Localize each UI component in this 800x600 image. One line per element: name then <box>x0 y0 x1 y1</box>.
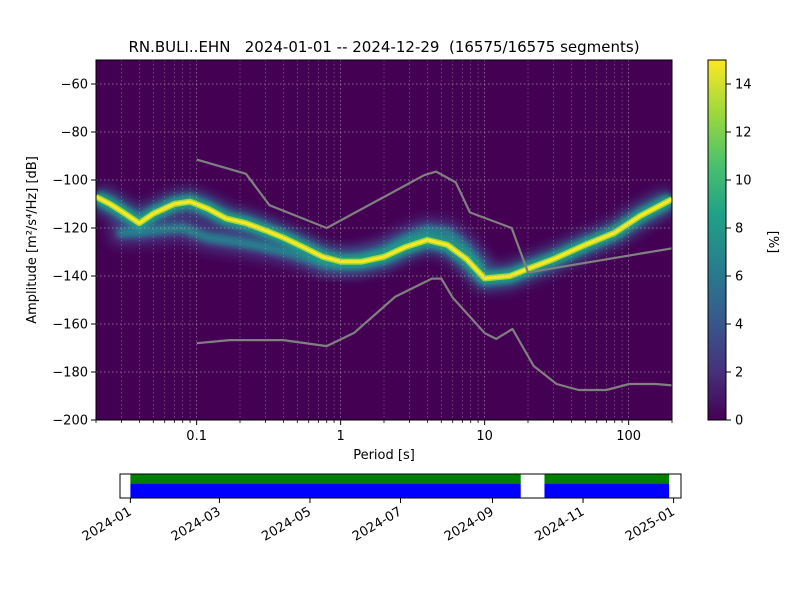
colorbar-tick-label: 14 <box>735 78 752 93</box>
date-tick-label: 2024-09 <box>442 504 497 544</box>
colorbar-tick-label: 2 <box>735 366 743 381</box>
colorbar-tick-label: 4 <box>735 318 743 333</box>
date-tick-label: 2025-01 <box>623 504 678 544</box>
colorbar-tick-label: 6 <box>735 270 743 285</box>
colorbar-tick-label: 0 <box>735 414 743 429</box>
y-tick-label: −80 <box>61 126 88 141</box>
ridge-density-peak <box>96 195 672 280</box>
plot-area: 0.1 1 10 100 −60 −80 −100 −120 −140 −160 −180 −200… <box>25 59 673 463</box>
y-tick-label: −160 <box>52 318 88 333</box>
grid-lines <box>96 60 672 420</box>
noise-model-layer <box>196 158 672 392</box>
coverage-panel: 2024-01 2024-03 2024-05 2024-07 2024-09 2024-… <box>80 473 682 545</box>
coverage-processed-segment <box>544 474 670 484</box>
colorbar-tick-label: 10 <box>735 174 752 189</box>
coverage-segments <box>130 474 670 498</box>
chart-title: RN.BULI..EHN 2024-01-01 -- 2024-12-29 (1… <box>128 38 639 56</box>
y-axis: −60 −80 −100 −120 −140 −160 −180 −200 <box>52 78 96 429</box>
y-tick-label: −140 <box>52 270 88 285</box>
y-tick-label: −180 <box>52 366 88 381</box>
coverage-data-segment <box>544 483 670 498</box>
y-axis-label: Amplitude [m²/s⁴/Hz] [dB] <box>25 156 40 324</box>
coverage-date-axis: 2024-01 2024-03 2024-05 2024-07 2024-09 2024-… <box>80 498 678 545</box>
noise-model-line-nhnm <box>196 158 672 274</box>
x-tick-label: 1 <box>337 429 345 444</box>
colorbar-gradient <box>707 59 727 421</box>
x-tick-label: 100 <box>616 429 641 444</box>
x-tick-label: 10 <box>476 429 493 444</box>
colorbar-tick-label: 8 <box>735 222 743 237</box>
x-axis-label: Period [s] <box>353 448 415 463</box>
date-tick-label: 2024-01 <box>80 504 135 544</box>
date-tick-label: 2024-03 <box>169 504 224 544</box>
colorbar-label: [%] <box>765 231 780 254</box>
coverage-data-segment <box>130 483 521 498</box>
colorbar-axis: 0 2 4 6 8 10 12 14 <box>726 78 752 429</box>
noise-model-line-nlnm <box>196 277 672 392</box>
colorbar-tick-label: 12 <box>735 126 752 141</box>
date-tick-label: 2024-11 <box>532 504 587 544</box>
y-tick-label: −200 <box>52 414 88 429</box>
date-tick-label: 2024-05 <box>259 504 314 544</box>
y-tick-label: −100 <box>52 174 88 189</box>
colorbar: 0 2 4 6 8 10 12 14 [%] <box>707 59 780 429</box>
y-tick-label: −120 <box>52 222 88 237</box>
date-tick-label: 2024-07 <box>350 504 405 544</box>
coverage-processed-segment <box>130 474 521 484</box>
y-tick-label: −60 <box>61 78 88 93</box>
x-tick-label: 0.1 <box>186 429 207 444</box>
x-axis: 0.1 1 10 100 <box>95 420 673 444</box>
